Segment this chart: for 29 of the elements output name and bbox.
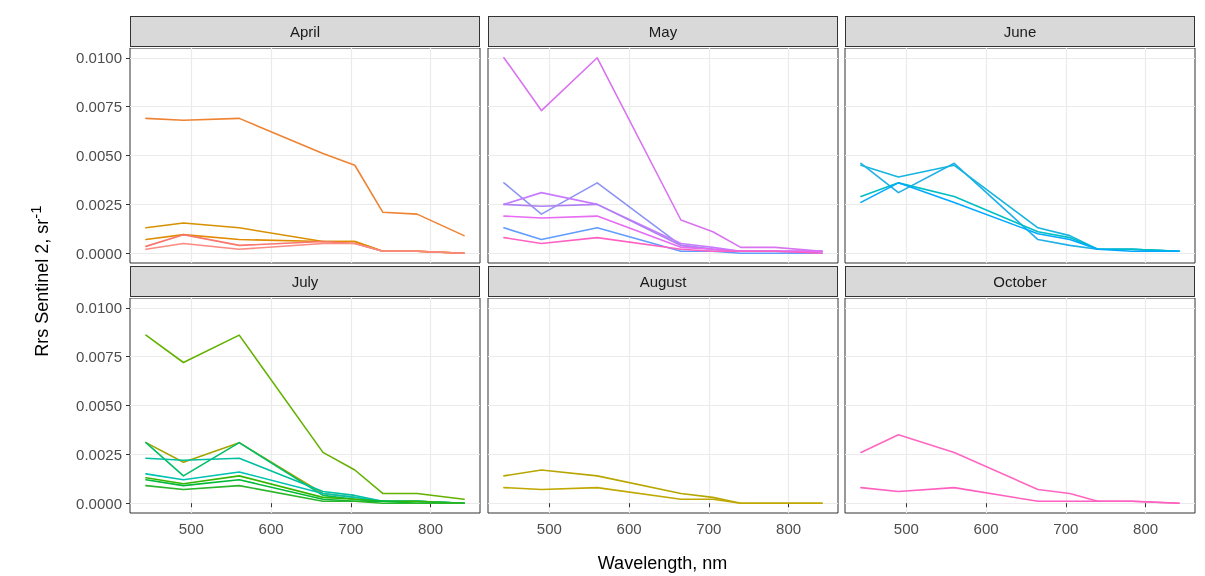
y-tick-label: 0.0000 bbox=[76, 494, 122, 512]
y-tick-label: 0.0050 bbox=[76, 397, 122, 414]
chart-title: June bbox=[1003, 23, 1037, 40]
x-axis-title: Wavelength, nm bbox=[597, 552, 728, 574]
x-tick-label: 800 bbox=[418, 520, 444, 537]
x-tick-label: 700 bbox=[1053, 520, 1079, 537]
x-tick-label: 600 bbox=[616, 520, 642, 537]
y-tick-label: 0.0100 bbox=[76, 299, 122, 317]
x-tick-label: 800 bbox=[1133, 520, 1159, 537]
x-tick-label: 500 bbox=[536, 520, 562, 537]
y-tick-label: 0.0100 bbox=[76, 49, 122, 67]
chart-title: October bbox=[993, 273, 1047, 290]
x-tick-label: 500 bbox=[178, 520, 204, 537]
x-tick-label: 700 bbox=[338, 520, 364, 537]
chart-title: May bbox=[648, 23, 678, 40]
y-tick-label: 0.0025 bbox=[76, 195, 122, 213]
x-tick-label: 500 bbox=[893, 520, 919, 537]
x-tick-label: 800 bbox=[776, 520, 802, 537]
y-tick-label: 0.0075 bbox=[76, 348, 122, 366]
y-tick-label: 0.0075 bbox=[76, 98, 122, 116]
x-tick-label: 600 bbox=[258, 520, 284, 537]
chart-title: April bbox=[289, 23, 320, 40]
chart-title: July bbox=[291, 273, 319, 290]
y-tick-label: 0.0000 bbox=[76, 244, 122, 262]
x-tick-label: 600 bbox=[973, 520, 999, 537]
x-tick-label: 700 bbox=[696, 520, 722, 537]
y-tick-label: 0.0050 bbox=[76, 147, 122, 164]
y-tick-label: 0.0025 bbox=[76, 445, 122, 463]
chart-title: August bbox=[639, 273, 687, 290]
